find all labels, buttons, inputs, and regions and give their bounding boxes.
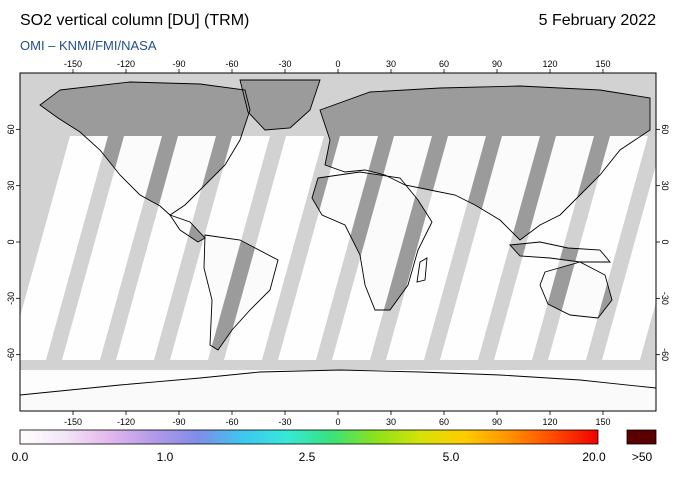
lat-label-left: 0 <box>6 239 16 244</box>
land-greenland <box>240 80 320 130</box>
coastline-antarctica <box>20 369 656 411</box>
map-ticks: -150 -150 -120 -120 -90 -90 -60 -60 -30 -30 0 0 30 30… <box>6 59 670 427</box>
lon-label-bottom: 90 <box>492 417 502 427</box>
swath-polar-south <box>20 370 656 411</box>
lon-label-top: -120 <box>117 59 135 69</box>
colorbar-overflow-label: >50 <box>631 450 653 464</box>
lon-label-bottom: -150 <box>64 417 82 427</box>
lon-label-bottom: 120 <box>542 417 557 427</box>
coastline-indonesia <box>509 241 611 263</box>
lon-label-top: 90 <box>492 59 502 69</box>
colorbar-label-0: 0.0 <box>11 450 29 464</box>
lon-label-top: 0 <box>335 59 340 69</box>
lat-label-left: 60 <box>6 124 16 134</box>
lon-label-bottom: 0 <box>335 417 340 427</box>
lon-label-top: -60 <box>225 59 238 69</box>
lat-label-right: 60 <box>660 124 670 134</box>
lon-label-top: 60 <box>439 59 449 69</box>
coastline-south-america <box>203 234 279 351</box>
swath-9 <box>440 136 540 360</box>
lon-label-top: -30 <box>278 59 291 69</box>
lat-label-right: -30 <box>660 292 670 305</box>
coastline-greenland <box>239 79 321 131</box>
swath-4 <box>170 136 270 360</box>
lat-label-right: 0 <box>660 239 670 244</box>
lat-label-right: -60 <box>660 348 670 361</box>
satellite-swaths <box>20 136 656 411</box>
swath-7 <box>332 136 432 360</box>
coastline-central-america <box>168 214 206 243</box>
lon-label-bottom: -60 <box>225 417 238 427</box>
lon-label-bottom: -30 <box>278 417 291 427</box>
lon-label-bottom: -120 <box>117 417 135 427</box>
colorbar-label-3: 5.0 <box>442 450 460 464</box>
coastline-eurasia <box>319 85 651 241</box>
lon-label-bottom: 150 <box>595 417 610 427</box>
lat-label-left: 30 <box>6 181 16 191</box>
lat-label-left: -30 <box>6 292 16 305</box>
colorbar-label-2: 2.5 <box>298 450 316 464</box>
lat-label-right: 30 <box>660 181 670 191</box>
lon-label-bottom: -90 <box>172 417 185 427</box>
colorbar-label-1: 1.0 <box>156 450 174 464</box>
swath-1 <box>20 136 108 360</box>
swath-10 <box>494 136 594 360</box>
coastline-africa <box>311 171 433 311</box>
lat-label-left: -60 <box>6 348 16 361</box>
map-area <box>19 72 657 412</box>
coastline-north-america <box>39 81 251 216</box>
lon-label-top: 30 <box>386 59 396 69</box>
map-date: 5 February 2022 <box>538 12 656 29</box>
swath-8 <box>386 136 486 360</box>
coastlines <box>20 79 656 411</box>
lon-label-top: 150 <box>595 59 610 69</box>
lon-label-top: 120 <box>542 59 557 69</box>
swath-12 <box>602 164 656 360</box>
colorbar-scale <box>19 429 599 445</box>
map-title: SO2 vertical column [DU] (TRM) <box>20 12 250 29</box>
lon-label-bottom: 30 <box>386 417 396 427</box>
lon-label-top: -150 <box>64 59 82 69</box>
lon-label-top: -90 <box>172 59 185 69</box>
swath-11 <box>548 136 648 360</box>
swath-3 <box>116 136 216 360</box>
colorbar-label-4: 20.0 <box>582 450 606 464</box>
colorbar-overflow-swatch <box>626 429 657 445</box>
colorbar <box>19 429 657 445</box>
lon-label-bottom: 60 <box>439 417 449 427</box>
coastline-australia <box>539 261 613 319</box>
coastline-madagascar <box>416 257 428 283</box>
swath-6 <box>278 136 378 360</box>
swath-5 <box>224 136 324 360</box>
data-source: OMI – KNMI/FMI/NASA <box>20 38 157 53</box>
